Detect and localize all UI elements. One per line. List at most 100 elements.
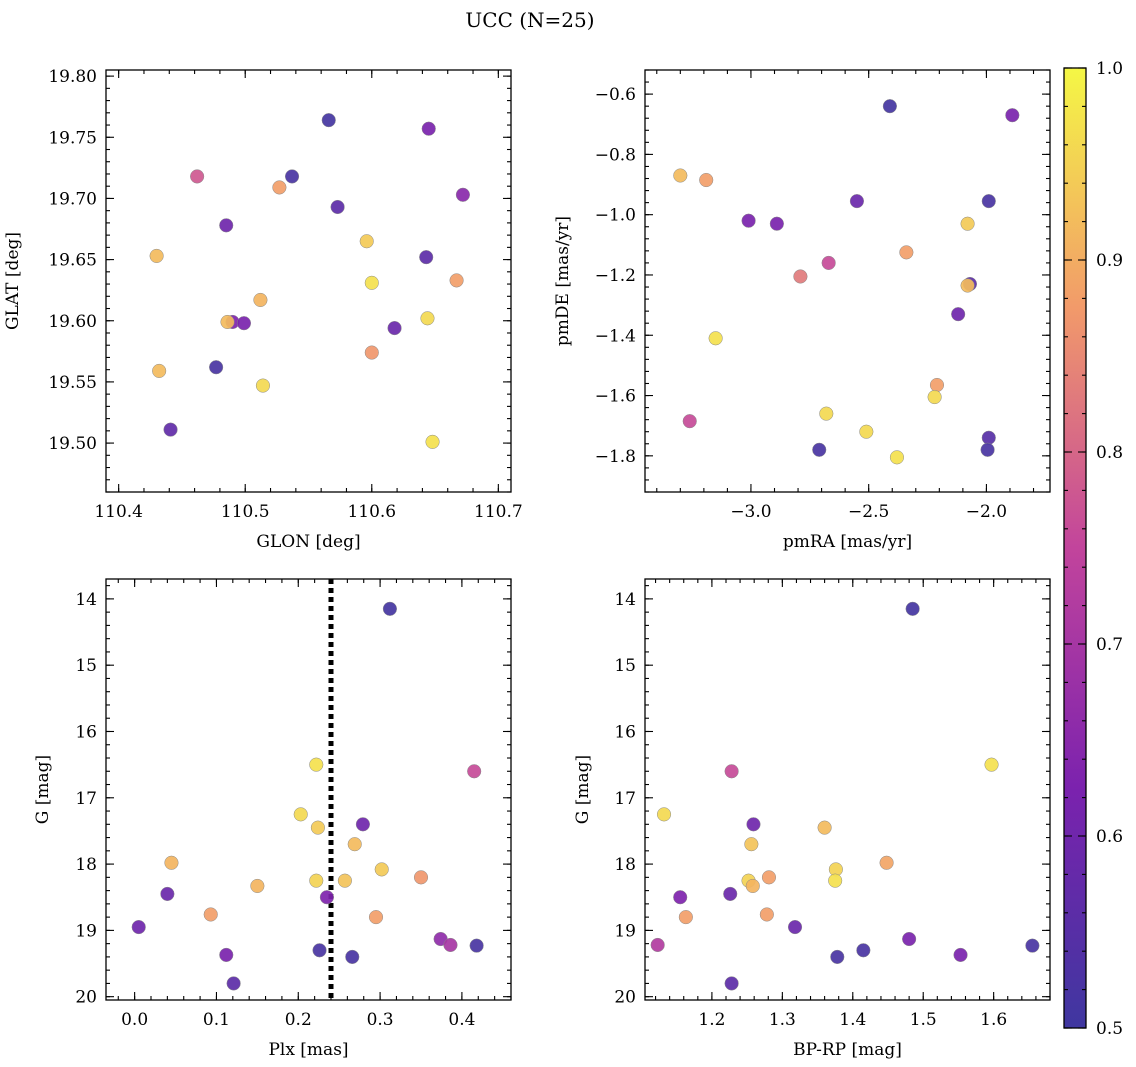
scatter-point	[293, 807, 308, 822]
scatter-point	[960, 216, 975, 231]
x-tick-label: 1.4	[839, 1010, 866, 1030]
scatter-point	[319, 890, 334, 905]
scatter-point	[741, 213, 756, 228]
scatter-point	[374, 862, 389, 877]
y-tick-label: 16	[75, 722, 97, 742]
scatter-point	[723, 886, 738, 901]
scatter-point	[984, 757, 999, 772]
x-axis-label: BP-RP [mag]	[793, 1040, 902, 1060]
scatter-point	[953, 947, 968, 962]
y-tick-label: 20	[614, 988, 636, 1008]
scatter-point	[744, 837, 759, 852]
y-tick-label: 16	[614, 722, 636, 742]
scatter-point	[745, 878, 760, 894]
x-tick-label: −2.0	[966, 502, 1007, 522]
scatter-point	[980, 442, 995, 457]
x-tick-label: 0.3	[367, 1010, 394, 1030]
scatter-point	[190, 169, 205, 184]
scatter-point	[419, 250, 434, 265]
scatter-point	[413, 870, 429, 885]
scatter-point	[905, 601, 920, 616]
panel-1: 110.4 110.5 110.6 110.7 19.50 19.55 19.60 19.65…	[3, 67, 523, 552]
scatter-point	[345, 949, 360, 964]
y-tick-label: 18	[614, 855, 636, 875]
scatter-point	[856, 943, 871, 958]
y-tick-label: 19.65	[48, 251, 97, 271]
scatter-point	[819, 406, 834, 421]
y-tick-label: −0.8	[595, 145, 636, 165]
y-axis-label: GLAT [deg]	[3, 232, 23, 330]
scatter-point	[673, 890, 688, 905]
scatter-point	[250, 878, 265, 894]
x-tick-label: −3.0	[730, 502, 771, 522]
y-tick-label: −0.6	[595, 85, 636, 105]
colorbar-tick-label: 0.9	[1096, 251, 1123, 271]
y-tick-label: −1.6	[595, 387, 636, 407]
scatter-point	[149, 248, 164, 263]
scatter-point	[219, 218, 234, 233]
y-tick-label: 19.75	[48, 128, 97, 148]
colorbar-frame	[1063, 67, 1087, 1029]
scatter-point	[382, 601, 397, 616]
scatter-point	[364, 345, 379, 360]
scatter-point	[960, 278, 975, 293]
x-axis-label: Plx [mas]	[268, 1040, 348, 1060]
y-tick-label: 19.80	[48, 67, 97, 87]
scatter-point	[673, 168, 688, 183]
x-tick-label: 110.6	[347, 502, 396, 522]
panels: 110.4 110.5 110.6 110.7 19.50 19.55 19.60 19.65…	[3, 67, 1051, 1060]
scatter-point	[899, 245, 914, 260]
axes-frame	[105, 69, 512, 493]
scatter-point	[951, 307, 966, 322]
y-tick-label: 17	[614, 789, 636, 809]
scatter-point	[929, 377, 945, 393]
x-tick-label: 1.5	[910, 1010, 937, 1030]
x-axis-label: GLON [deg]	[256, 532, 360, 552]
scatter-point	[309, 757, 324, 772]
scatter-point	[449, 273, 464, 288]
scatter-point	[656, 807, 672, 822]
scatter-point	[769, 216, 784, 231]
x-axis-label: pmRA [mas/yr]	[783, 532, 912, 552]
y-tick-label: 14	[614, 590, 636, 610]
scatter-point	[902, 931, 917, 947]
scatter-point	[469, 938, 484, 953]
scatter-point	[1005, 108, 1020, 123]
scatter-point	[347, 837, 362, 852]
x-tick-label: 110.7	[474, 502, 523, 522]
y-tick-label: −1.0	[595, 206, 636, 226]
scatter-point	[443, 937, 458, 953]
y-tick-label: 15	[75, 656, 97, 676]
scatter-point	[724, 976, 739, 991]
panel-2: −3.0 −2.5 −2.0 −1.8 −1.6 −1.4 −1.2 −1.0 −0.8 −0.6…	[553, 69, 1051, 552]
scatter-point	[793, 269, 808, 284]
scatter-point	[699, 172, 714, 188]
y-tick-label: 20	[75, 988, 97, 1008]
x-tick-label: 0.0	[121, 1010, 148, 1030]
scatter-point	[682, 414, 697, 429]
y-tick-label: 19.55	[48, 373, 97, 393]
scatter-point	[321, 113, 336, 128]
scatter-point	[312, 943, 327, 958]
scatter-point	[220, 314, 235, 330]
scatter-point	[849, 194, 864, 209]
y-tick-label: 14	[75, 590, 97, 610]
y-axis-label: G [mag]	[573, 755, 593, 824]
y-tick-label: 19.50	[48, 434, 97, 454]
scatter-point	[927, 390, 942, 405]
scatter-point	[131, 920, 146, 935]
colorbar-tick-label: 0.6	[1096, 827, 1123, 847]
y-axis-label: pmDE [mas/yr]	[553, 216, 573, 346]
x-tick-label: 1.6	[980, 1010, 1007, 1030]
scatter-point	[981, 194, 996, 209]
y-tick-label: 15	[614, 656, 636, 676]
scatter-point	[828, 873, 843, 888]
scatter-point	[817, 820, 832, 835]
x-tick-label: 110.4	[94, 502, 143, 522]
scatter-point	[787, 920, 803, 935]
scatter-point	[1025, 938, 1040, 953]
scatter-point	[355, 817, 370, 832]
scatter-point	[761, 870, 777, 885]
scatter-point	[420, 311, 435, 326]
